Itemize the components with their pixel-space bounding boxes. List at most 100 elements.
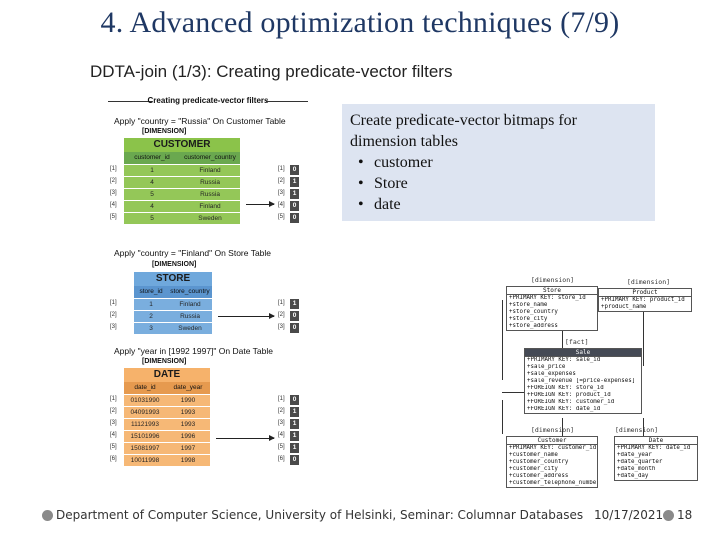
bitmap-entry: [4] 0 [278, 200, 300, 212]
bitmap-index: [2] [278, 408, 285, 414]
table-cell: 1990 [166, 394, 210, 407]
schema-table-sale: [fact] Sale +PRIMARY KEY: sale_id +sale_pri… [524, 338, 642, 414]
column-header: customer_country [180, 152, 240, 165]
bitmap-value: 0 [290, 323, 299, 333]
table-cell: 04091993 [124, 406, 166, 419]
slide-subtitle: DDTA-join (1/3): Creating predicate-vect… [90, 62, 453, 81]
bitmap-entry: [1] 0 [278, 394, 300, 406]
table-row: 2 Russia [134, 310, 212, 323]
table-cell: Finland [180, 200, 240, 213]
callout-intro: Create predicate-vector bitmaps for dime… [350, 112, 577, 150]
callout-list: • customer • Store • date [350, 152, 647, 215]
bitmap-index: [5] [278, 444, 285, 450]
table-cell: 1996 [166, 430, 210, 443]
schema-table-name: Store [507, 287, 597, 295]
arrow-icon [246, 201, 275, 207]
table-row: 15081997 1997 [124, 442, 210, 455]
schema-attribute: +customer_city [509, 466, 558, 472]
table-row: 15101996 1996 [124, 430, 210, 443]
schema-attribute: +sale_revenue [=price-expenses] [527, 378, 636, 384]
bitmap-entry: [3] 1 [278, 188, 300, 200]
table-row: 01031990 1990 [124, 394, 210, 407]
table-cell: 11121993 [124, 418, 166, 431]
schema-stereotype-label: [dimension] [531, 276, 575, 284]
row-index: [1] [110, 300, 117, 306]
table-cell: 2 [134, 310, 168, 323]
dimension-label: [DIMENSION] [142, 358, 187, 365]
table-cell: 15081997 [124, 442, 166, 455]
schema-stereotype-label: [dimension] [531, 426, 575, 434]
figure-heading: Creating predicate-vector filters [106, 94, 310, 108]
bitmap-value: 0 [290, 165, 299, 175]
bitmap-entry: [5] 1 [278, 442, 300, 454]
column-header: store_country [168, 286, 212, 299]
table-row: 5 Russia [124, 188, 240, 201]
table-cell: 1998 [166, 454, 210, 467]
bitmap-index: [1] [278, 396, 285, 402]
schema-attribute: +customer_name [509, 452, 558, 458]
predicate-bitmap: [1] 1 [2] 0 [3] 0 [278, 298, 300, 334]
slide-footer: Department of Computer Science, Universi… [0, 506, 720, 526]
dimension-table-store: STORE store_id store_country 1 Finland 2 Russi… [134, 272, 212, 335]
schema-table-name: Product [599, 289, 691, 297]
star-schema-diagram: [dimension] Store +PRIMARY KEY: store_id +s… [498, 270, 704, 492]
apply-predicate-label: Apply "country = "Finland" On Store Tabl… [114, 248, 272, 258]
column-header: date_year [166, 382, 210, 395]
bitmap-index: [5] [278, 214, 285, 220]
row-index: [2] [110, 408, 117, 414]
predicate-bitmap: [1] 0 [2] 1 [3] 1 [4] 0 [5] 0 [278, 164, 300, 224]
bitmap-index: [4] [278, 202, 285, 208]
footer-department: Department of Computer Science, Universi… [56, 508, 584, 522]
table-cell: Finland [168, 298, 212, 311]
bitmap-entry: [5] 0 [278, 212, 300, 224]
row-index: [1] [110, 396, 117, 402]
schema-table-customer: [dimension] Customer +PRIMARY KEY: custome… [506, 426, 598, 488]
bitmap-value: 0 [290, 311, 299, 321]
dimension-label: [DIMENSION] [142, 128, 187, 135]
row-index: [3] [110, 420, 117, 426]
bitmap-value: 1 [290, 431, 299, 441]
bitmap-entry: [6] 0 [278, 454, 300, 466]
schema-attribute: +date_month [617, 466, 656, 472]
bitmap-index: [6] [278, 456, 285, 462]
bitmap-entry: [2] 1 [278, 406, 300, 418]
table-cell: 4 [124, 176, 180, 189]
table-name: STORE [134, 272, 212, 286]
bitmap-index: [2] [278, 178, 285, 184]
bitmap-index: [3] [278, 190, 285, 196]
row-index: [1] [110, 166, 117, 172]
schema-attribute: +store_city [509, 316, 548, 322]
table-cell: 5 [124, 212, 180, 225]
row-index: [5] [110, 444, 117, 450]
schema-table-name: Sale [525, 349, 641, 357]
bitmap-value: 0 [290, 201, 299, 211]
predicate-bitmap: [1] 0 [2] 1 [3] 1 [4] 1 [5] 1 [6] 0 [278, 394, 300, 466]
table-row: 5 Sweden [124, 212, 240, 225]
column-header: store_id [134, 286, 168, 299]
callout-item-store: • Store [358, 175, 408, 192]
row-index: [6] [110, 456, 117, 462]
table-cell: Sweden [168, 322, 212, 335]
table-cell: Russia [180, 188, 240, 201]
schema-attribute: +store_address [509, 323, 558, 329]
schema-attribute: +date_quarter [617, 459, 663, 465]
table-name: CUSTOMER [124, 138, 240, 152]
bitmap-value: 1 [290, 407, 299, 417]
bitmap-index: [1] [278, 300, 285, 306]
schema-table-name: Date [615, 437, 697, 445]
footer-page-number: 18 [677, 508, 693, 522]
bitmap-index: [1] [278, 166, 285, 172]
schema-attribute: +PRIMARY KEY: date_id [617, 445, 691, 451]
table-row: 1 Finland [124, 164, 240, 177]
footer-date: 10/17/2021 [594, 508, 664, 522]
schema-attribute: +sale_price [527, 364, 566, 370]
table-cell: Russia [180, 176, 240, 189]
column-header: customer_id [124, 152, 180, 165]
schema-attribute: +customer_country [509, 459, 569, 465]
table-row: 10011998 1998 [124, 454, 210, 467]
schema-stereotype-label: [dimension] [627, 278, 671, 286]
figure-heading-text: Creating predicate-vector filters [147, 96, 269, 105]
table-cell: Russia [168, 310, 212, 323]
schema-attribute: +FOREIGN KEY: product_id [527, 392, 611, 398]
